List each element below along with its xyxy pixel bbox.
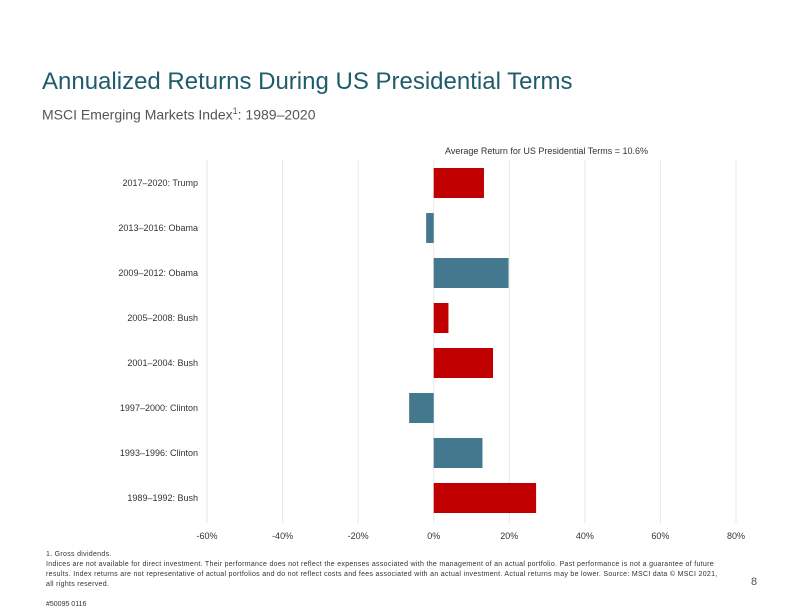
- chart-bars: [409, 168, 537, 513]
- bar: [433, 348, 494, 378]
- subtitle-footnote-marker: 1: [232, 106, 238, 116]
- chart-tick-labels: -60% -40% -20% 0% 20% 40% 60% 80%: [196, 531, 745, 541]
- document-id: #50095 0116: [46, 601, 87, 608]
- x-tick-label: -60%: [196, 531, 217, 541]
- x-tick-label: -20%: [348, 531, 369, 541]
- category-label: 1993–1996: Clinton: [120, 448, 198, 458]
- category-label: 2009–2012: Obama: [118, 268, 198, 278]
- bar: [433, 303, 449, 333]
- chart-category-labels: 2017–2020: Trump 2013–2016: Obama 2009–201…: [118, 178, 198, 503]
- category-label: 2013–2016: Obama: [118, 223, 198, 233]
- category-label: 2005–2008: Bush: [127, 313, 198, 323]
- x-tick-label: 80%: [727, 531, 745, 541]
- subtitle-date-range: : 1989–2020: [237, 106, 316, 123]
- page-title: Annualized Returns During US Presidentia…: [42, 68, 573, 95]
- bar: [433, 168, 484, 198]
- page-subtitle: MSCI Emerging Markets Index1: 1989–2020: [42, 106, 316, 123]
- category-label: 1989–1992: Bush: [127, 493, 198, 503]
- bar: [426, 213, 434, 243]
- bar: [433, 438, 483, 468]
- average-return-annotation: Average Return for US Presidential Terms…: [445, 146, 649, 156]
- x-tick-label: -40%: [272, 531, 293, 541]
- x-tick-label: 0%: [427, 531, 440, 541]
- chart-gridlines: [206, 160, 737, 523]
- x-tick-label: 60%: [651, 531, 669, 541]
- x-tick-label: 20%: [500, 531, 518, 541]
- bar: [433, 483, 537, 513]
- footnote: 1. Gross dividends. Indices are not avai…: [46, 551, 718, 588]
- bar: [409, 393, 434, 423]
- category-label: 2001–2004: Bush: [127, 358, 198, 368]
- category-label: 2017–2020: Trump: [122, 178, 198, 188]
- page-number: 8: [751, 576, 758, 588]
- x-tick-label: 40%: [576, 531, 594, 541]
- category-label: 1997–2000: Clinton: [120, 403, 198, 413]
- bar: [433, 258, 509, 288]
- subtitle-text: MSCI Emerging Markets Index: [42, 106, 233, 123]
